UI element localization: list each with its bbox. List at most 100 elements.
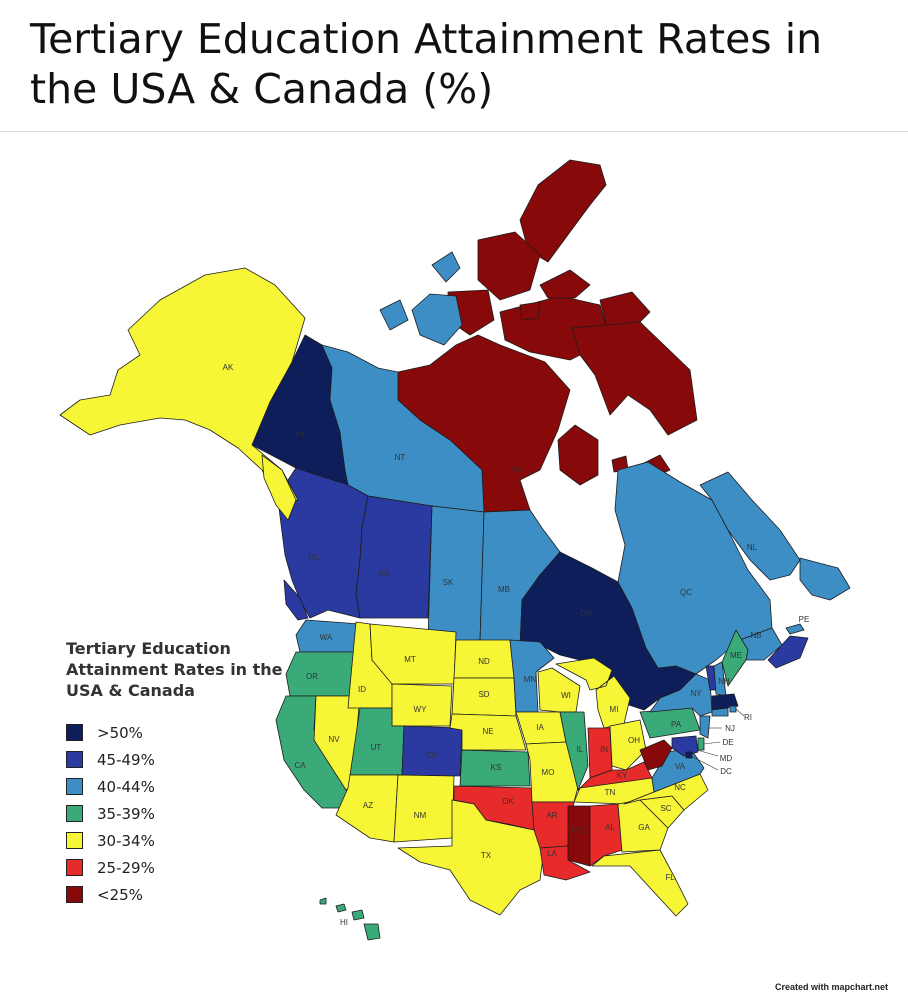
label-ME: ME <box>730 651 742 660</box>
label-SC: SC <box>660 804 671 813</box>
label-AK: AK <box>223 363 234 372</box>
label-AB: AB <box>379 569 390 578</box>
label-ID: ID <box>358 685 366 694</box>
region-DE[interactable] <box>697 737 705 751</box>
label-NE: NE <box>482 727 493 736</box>
label-YT: YT <box>295 431 305 440</box>
label-HI: HI <box>340 918 348 927</box>
legend: Tertiary Education Attainment Rates in t… <box>66 638 296 908</box>
label-MI: MI <box>610 705 619 714</box>
region-AK-panhandle[interactable] <box>261 454 297 521</box>
usa-regions <box>275 619 749 917</box>
region-PE[interactable] <box>785 623 805 635</box>
region-SK[interactable] <box>427 505 485 643</box>
label-NC: NC <box>674 783 686 792</box>
legend-label: 25-29% <box>97 858 155 877</box>
label-DC: DC <box>720 767 732 776</box>
region-AK[interactable] <box>59 267 306 501</box>
legend-item: >50% <box>66 719 296 746</box>
legend-title: Tertiary Education Attainment Rates in t… <box>66 639 283 700</box>
label-RI: RI <box>744 713 752 722</box>
legend-swatch <box>66 832 83 849</box>
label-OH: OH <box>628 736 640 745</box>
region-HI[interactable] <box>319 897 381 941</box>
label-QC: QC <box>680 588 692 597</box>
label-WA: WA <box>320 633 333 642</box>
region-WV[interactable] <box>639 739 673 771</box>
legend-item: 40-44% <box>66 773 296 800</box>
region-ME[interactable] <box>721 629 749 687</box>
region-OH[interactable] <box>609 719 647 771</box>
map-credit: Created with mapchart.net <box>774 982 888 992</box>
legend-item: 30-34% <box>66 827 296 854</box>
label-IN: IN <box>600 745 608 754</box>
region-BC-vancouver-island[interactable] <box>283 579 309 621</box>
legend-swatch <box>66 859 83 876</box>
label-MT: MT <box>404 655 416 664</box>
label-MD: MD <box>720 754 733 763</box>
region-MT[interactable] <box>369 623 457 685</box>
region-OR[interactable] <box>285 651 357 697</box>
label-SK: SK <box>443 578 454 587</box>
legend-item: 45-49% <box>66 746 296 773</box>
region-FL[interactable] <box>591 849 689 917</box>
label-MS: MS <box>572 826 584 835</box>
legend-label: >50% <box>97 723 143 742</box>
label-ON: ON <box>580 609 592 618</box>
region-AB[interactable] <box>355 495 433 619</box>
label-PE: PE <box>799 615 810 624</box>
region-NJ[interactable] <box>699 715 711 739</box>
label-ND: ND <box>478 657 490 666</box>
choropleth-map[interactable]: AK YT NT NU BC AB SK MB ON QC NL NB PE W… <box>0 133 908 1000</box>
legend-swatch <box>66 886 83 903</box>
label-WY: WY <box>414 705 428 714</box>
legend-swatch <box>66 805 83 822</box>
region-KS[interactable] <box>459 749 531 787</box>
region-IL[interactable] <box>559 711 589 791</box>
legend-item: <25% <box>66 881 296 908</box>
region-AL[interactable] <box>589 803 623 867</box>
label-NJ: NJ <box>725 724 735 733</box>
leader-lines <box>690 708 745 771</box>
label-NY: NY <box>690 689 702 698</box>
label-LA: LA <box>547 849 557 858</box>
header: Tertiary Education Attainment Rates in t… <box>0 0 908 132</box>
region-WI[interactable] <box>537 667 581 713</box>
region-NU[interactable] <box>447 159 698 486</box>
label-WI: WI <box>561 691 571 700</box>
region-MS[interactable] <box>567 805 591 867</box>
label-TN: TN <box>605 788 616 797</box>
label-OK: OK <box>502 797 514 806</box>
legend-swatch <box>66 724 83 741</box>
region-TX[interactable] <box>397 799 545 916</box>
label-NU: NU <box>510 465 522 474</box>
label-DE: DE <box>722 738 733 747</box>
region-NS[interactable] <box>767 635 809 669</box>
region-NT-islands[interactable] <box>379 251 463 346</box>
label-NT: NT <box>395 453 406 462</box>
region-DC[interactable] <box>685 751 693 759</box>
legend-item: 25-29% <box>66 854 296 881</box>
region-MN[interactable] <box>509 639 555 713</box>
legend-label: 30-34% <box>97 831 155 850</box>
label-NM: NM <box>414 811 427 820</box>
region-CT[interactable] <box>711 707 729 717</box>
legend-label: <25% <box>97 885 143 904</box>
region-labels: AK YT NT NU BC AB SK MB ON QC NL NB PE W… <box>223 363 810 927</box>
label-AZ: AZ <box>363 801 373 810</box>
label-MN: MN <box>524 675 537 684</box>
label-CO: CO <box>426 751 438 760</box>
legend-swatch <box>66 778 83 795</box>
label-UT: UT <box>371 743 382 752</box>
label-VA: VA <box>675 762 686 771</box>
label-AR: AR <box>546 811 557 820</box>
region-NL-island[interactable] <box>799 557 851 601</box>
region-RI[interactable] <box>729 705 737 713</box>
region-CO[interactable] <box>401 725 463 777</box>
region-NM[interactable] <box>393 774 455 843</box>
label-KS: KS <box>491 763 502 772</box>
label-FL: FL <box>665 873 675 882</box>
region-NL[interactable] <box>699 471 801 581</box>
canada-regions <box>251 159 851 711</box>
label-IA: IA <box>536 723 544 732</box>
